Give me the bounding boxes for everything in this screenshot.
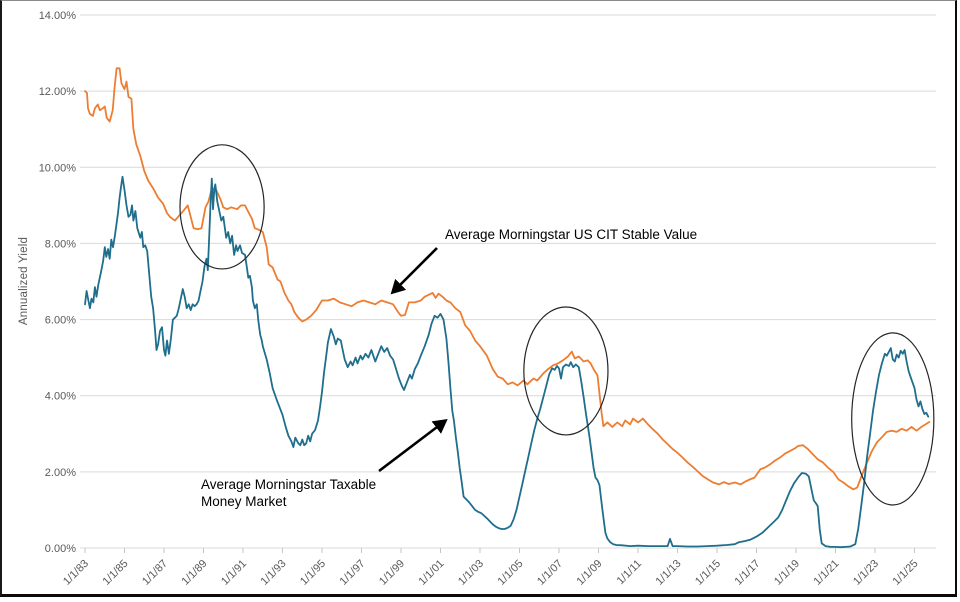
ellipse-annotation-2	[523, 306, 609, 436]
y-tick-label-6pct: 6.00%	[45, 315, 76, 327]
y-axis-title: Annualized Yield	[18, 236, 30, 326]
series-line-stable-value	[84, 67, 931, 491]
x-tick-label-2023: 1/1/23	[851, 558, 881, 588]
x-tick-label-1991: 1/1/91	[219, 558, 249, 588]
x-tick-label-2001: 1/1/01	[417, 558, 447, 588]
money-market-annotation-line2: Money Market	[201, 494, 287, 509]
arrow-annotation-1	[390, 247, 438, 295]
x-tick-label-2025: 1/1/25	[891, 558, 921, 588]
x-tick-label-2005: 1/1/05	[496, 558, 526, 588]
money-market-annotation-line1: Average Morningstar Taxable	[201, 477, 377, 492]
series-line-money-market	[84, 175, 930, 549]
x-tick-label-1993: 1/1/93	[259, 558, 289, 588]
money-market-annotation-label: Average Morningstar Taxable Money Market	[201, 476, 376, 510]
y-tick-label-0pct: 0.00%	[45, 543, 76, 555]
x-tick-label-2015: 1/1/15	[693, 558, 723, 588]
x-tick-label-2007: 1/1/07	[535, 558, 565, 588]
x-tick-label-2021: 1/1/21	[812, 558, 842, 588]
x-tick-label-1983: 1/1/83	[61, 558, 91, 588]
x-tick-label-1987: 1/1/87	[140, 558, 170, 588]
y-tick-label-2pct: 2.00%	[45, 467, 76, 479]
x-tick-label-2017: 1/1/17	[733, 558, 763, 588]
y-tick-label-8pct: 8.00%	[45, 238, 76, 250]
stable-value-annotation-label: Average Morningstar US CIT Stable Value	[445, 227, 698, 242]
x-tick-label-1989: 1/1/89	[180, 558, 210, 588]
x-tick-label-2013: 1/1/13	[654, 558, 684, 588]
y-tick-label-10pct: 10.00%	[39, 162, 77, 174]
x-tick-label-1999: 1/1/99	[377, 558, 407, 588]
y-tick-label-14pct: 14.00%	[39, 10, 77, 22]
x-tick-label-2009: 1/1/09	[575, 558, 605, 588]
x-tick-label-2011: 1/1/11	[615, 558, 645, 588]
x-tick-label-1997: 1/1/97	[338, 558, 368, 588]
y-tick-label-12pct: 12.00%	[39, 86, 77, 98]
x-tick-label-1995: 1/1/95	[298, 558, 328, 588]
x-tick-label-2019: 1/1/19	[772, 558, 802, 588]
ellipse-annotation-1	[179, 144, 265, 270]
y-tick-label-4pct: 4.00%	[45, 391, 76, 403]
ellipse-annotation-3	[851, 332, 935, 506]
x-tick-label-1985: 1/1/85	[101, 558, 131, 588]
arrow-annotation-2	[378, 418, 448, 473]
x-tick-label-2003: 1/1/03	[456, 558, 486, 588]
